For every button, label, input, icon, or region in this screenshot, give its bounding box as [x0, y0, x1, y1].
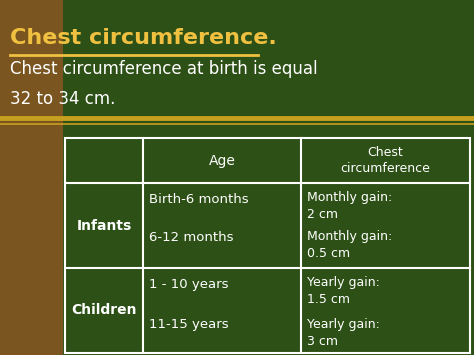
Text: Birth-6 months: Birth-6 months	[149, 193, 249, 206]
Text: Chest circumference.: Chest circumference.	[10, 28, 277, 48]
Text: Monthly gain:
0.5 cm: Monthly gain: 0.5 cm	[307, 230, 392, 260]
Text: Yearly gain:
1.5 cm: Yearly gain: 1.5 cm	[307, 276, 380, 306]
Text: 6-12 months: 6-12 months	[149, 231, 234, 244]
Text: 32 to 34 cm.: 32 to 34 cm.	[10, 90, 115, 108]
Text: Age: Age	[209, 153, 236, 168]
Text: Monthly gain:
2 cm: Monthly gain: 2 cm	[307, 191, 392, 221]
Text: 11-15 years: 11-15 years	[149, 318, 228, 331]
Text: Chest circumference at birth is equal: Chest circumference at birth is equal	[10, 60, 318, 78]
Bar	[65, 138, 470, 353]
Text: Chest
circumference: Chest circumference	[340, 146, 430, 175]
Text: Children: Children	[71, 304, 137, 317]
Text: Infants: Infants	[76, 218, 132, 233]
Text: 1 - 10 years: 1 - 10 years	[149, 278, 228, 291]
Text: Yearly gain:
3 cm: Yearly gain: 3 cm	[307, 318, 380, 348]
Bar	[0, 0, 63, 355]
